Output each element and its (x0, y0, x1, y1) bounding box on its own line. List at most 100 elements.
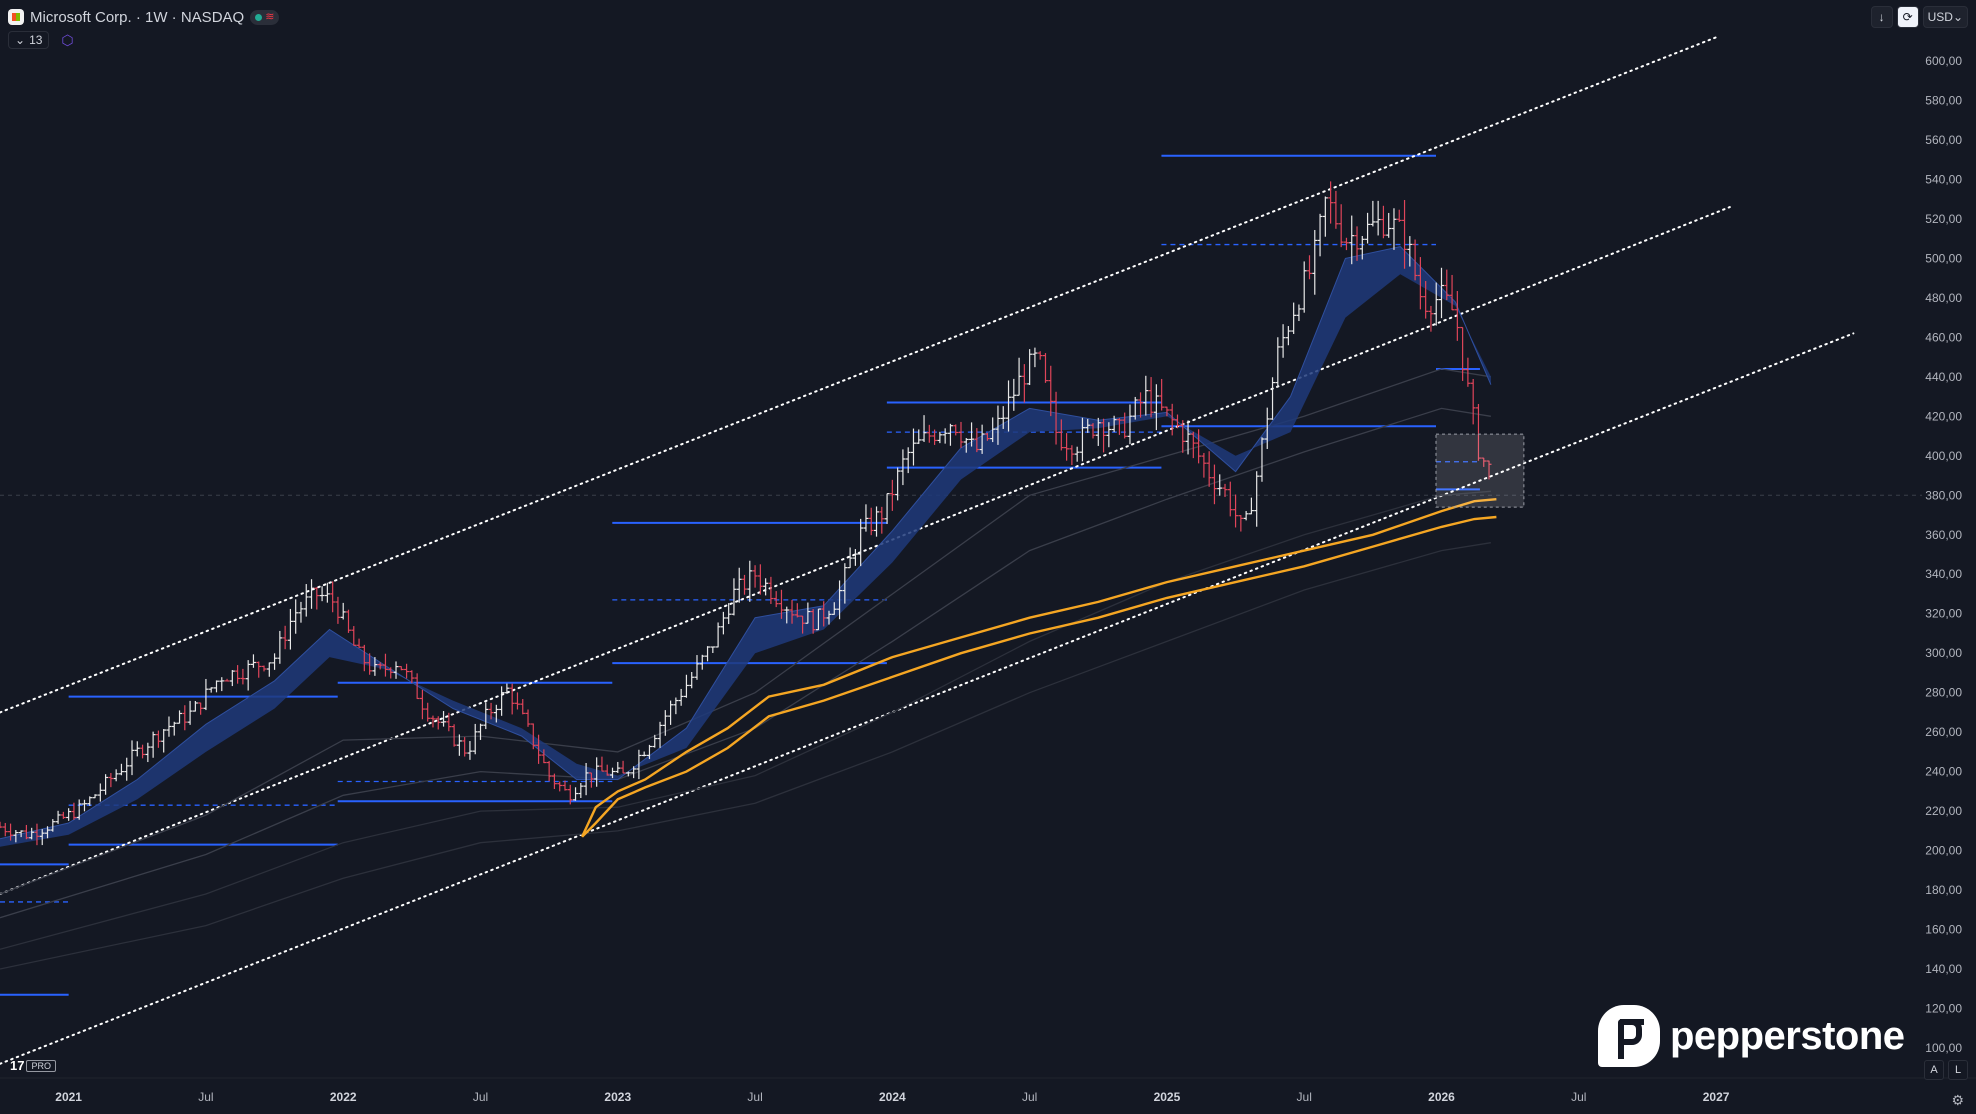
ohlc-bar (567, 784, 573, 805)
ohlc-bar (1248, 497, 1254, 515)
ohlc-bar (1095, 417, 1101, 446)
price-tick-label: 340,00 (1925, 567, 1962, 581)
price-tick-label: 220,00 (1925, 804, 1962, 818)
price-tick-label: 440,00 (1925, 370, 1962, 384)
ohlc-bar (889, 479, 895, 511)
ohlc-bar (393, 661, 399, 679)
ohlc-bar (118, 763, 124, 776)
ohlc-bar (731, 578, 737, 616)
ohlc-bar (472, 723, 478, 755)
ohlc-bar (715, 622, 721, 648)
ohlc-bar (377, 662, 383, 670)
pepperstone-watermark: pepperstone (1598, 1005, 1905, 1067)
ohlc-bar (1475, 403, 1481, 461)
hexagon-icon[interactable]: ⬡ (61, 31, 74, 48)
market-status[interactable]: ≋ (250, 9, 280, 25)
ohlc-bar (330, 581, 336, 613)
trend-channel-layer (0, 36, 1855, 1065)
price-tick-label: 160,00 (1925, 923, 1962, 937)
orange-ma-layer (581, 498, 1497, 838)
ohlc-bar (150, 731, 156, 758)
ohlc-bar (763, 578, 769, 596)
ohlc-bar (625, 771, 631, 777)
ema-fast-line (0, 246, 1492, 840)
ohlc-bar (1217, 474, 1223, 496)
ohlc-bar (683, 674, 689, 698)
ohlc-bar (1454, 290, 1460, 341)
ohlc-bar (398, 665, 404, 671)
ohlc-bar (50, 819, 56, 832)
ohlc-bar (1486, 460, 1492, 480)
gear-icon[interactable]: ⚙ (1951, 1092, 1964, 1108)
ohlc-bar (1359, 236, 1365, 260)
ohlc-bar (462, 737, 468, 757)
orange-ma-line (581, 515, 1497, 838)
ohlc-bar (177, 710, 183, 724)
ohlc-bar (778, 589, 784, 619)
currency-label: USD (1927, 10, 1953, 24)
indicators-toggle[interactable]: ⌄ 13 (8, 31, 50, 49)
ohlc-bar (1085, 418, 1091, 433)
ohlc-bar (171, 721, 177, 736)
ohlc-bar (1333, 190, 1339, 229)
download-arrow-button[interactable]: ↓ (1870, 6, 1893, 28)
ohlc-bar (1275, 337, 1281, 388)
ohlc-bar (29, 827, 35, 840)
ohlc-bar (134, 741, 140, 757)
ohlc-bar (124, 757, 130, 781)
ohlc-bar (1254, 471, 1260, 527)
ohlc-bar (525, 709, 531, 727)
delay-icon: ≋ (265, 10, 275, 23)
ohlc-bar (488, 702, 494, 720)
highlight-box (1435, 433, 1525, 508)
ohlc-bar (916, 429, 922, 444)
price-tick-label: 460,00 (1925, 330, 1962, 344)
ohlc-bar (910, 428, 916, 466)
ohlc-bar (287, 608, 293, 650)
ohlc-bar (1233, 494, 1239, 528)
price-axis: 100,00 120,00 140,00 160,00 180,00 200,00 220,… (1925, 54, 1962, 1055)
ohlc-bar (76, 799, 82, 820)
time-tick-label: 2023 (604, 1090, 631, 1104)
ohlc-bar (583, 762, 589, 796)
ohlc-bar (509, 683, 515, 715)
symbol-title[interactable]: Microsoft Corp. · 1W · NASDAQ (30, 8, 245, 26)
ohlc-bar (588, 772, 594, 788)
ohlc-bar (1412, 239, 1418, 281)
ohlc-bar (441, 711, 447, 727)
ohlc-bar (1132, 396, 1138, 420)
ohlc-bar (646, 744, 652, 760)
ohlc-bar (1243, 510, 1249, 521)
currency-select[interactable]: USD ⌄ (1922, 6, 1968, 28)
ohlc-bar (1465, 357, 1471, 387)
ohlc-bar (1259, 437, 1265, 482)
ohlc-bar (1227, 481, 1233, 517)
ohlc-bar (953, 424, 959, 436)
price-tick-label: 320,00 (1925, 607, 1962, 621)
auto-scale-button[interactable]: A (1924, 1060, 1944, 1080)
ohlc-bar (1460, 326, 1466, 381)
ohlc-bar (879, 506, 885, 534)
ohlc-bar (1433, 282, 1439, 326)
ohlc-bar (155, 730, 161, 748)
ohlc-bar (810, 609, 816, 634)
price-tick-label: 100,00 (1925, 1041, 1962, 1055)
price-tick-label: 300,00 (1925, 646, 1962, 660)
ohlc-bar (140, 744, 146, 759)
ohlc-bar (1206, 451, 1212, 487)
price-tick-label: 400,00 (1925, 449, 1962, 463)
time-tick-label: 2024 (879, 1090, 906, 1104)
ohlc-bar (324, 582, 330, 603)
ohlc-bar (562, 780, 568, 791)
time-tick-label: Jul (473, 1090, 488, 1104)
ohlc-bar (1423, 281, 1429, 319)
ohlc-bar (303, 584, 309, 617)
log-scale-button[interactable]: L (1948, 1060, 1968, 1080)
ohlc-bar (425, 702, 431, 722)
tradingview-logo[interactable]: 17 PRO (10, 1058, 56, 1073)
ohlc-bar (1375, 200, 1381, 236)
ohlc-bar (187, 700, 193, 725)
refresh-button[interactable]: ⟳ (1896, 6, 1919, 28)
